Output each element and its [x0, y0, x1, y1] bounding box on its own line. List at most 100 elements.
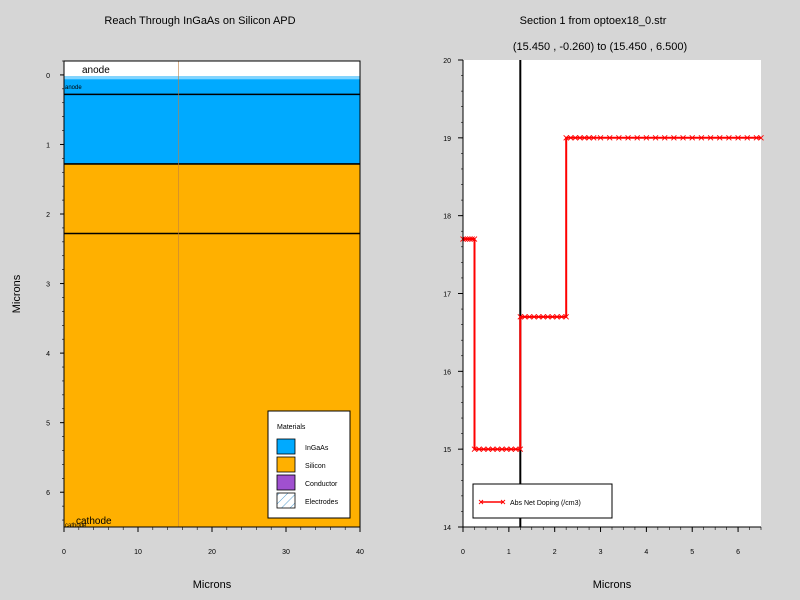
data-point	[464, 236, 471, 242]
data-point	[544, 314, 551, 320]
data-point	[503, 446, 510, 452]
data-point	[586, 135, 592, 141]
doping-ytick-label-20: 20	[443, 58, 451, 65]
anode-contact-strip	[64, 76, 360, 80]
data-point	[476, 446, 482, 452]
structure-xtick-label-40: 40	[356, 549, 364, 556]
data-point	[661, 135, 668, 141]
data-point	[471, 446, 478, 452]
structure-ytick-label-3: 3	[46, 282, 50, 289]
doping-ytick-label-18: 18	[443, 214, 451, 221]
series-line-0	[463, 136, 761, 451]
structure-ytick-label-2: 2	[46, 212, 50, 219]
data-point	[563, 135, 569, 141]
data-point	[469, 236, 475, 242]
data-point	[489, 446, 496, 452]
data-point	[462, 236, 469, 242]
data-point	[572, 135, 579, 141]
data-point	[558, 314, 565, 320]
doping-xtick-label-6: 6	[736, 549, 740, 556]
data-point	[753, 135, 760, 141]
data-point	[549, 314, 556, 320]
region-ingaas-1	[64, 76, 360, 95]
data-point	[735, 135, 741, 141]
doping-xtick-label-0: 0	[461, 549, 465, 556]
data-point	[716, 135, 723, 141]
data-point	[758, 135, 764, 141]
doping-series	[460, 135, 764, 452]
doping-ytick-label-16: 16	[443, 369, 451, 376]
data-point	[567, 135, 574, 141]
structure-xtick-label-30: 30	[282, 549, 290, 556]
doping-legend-label: Abs Net Doping (/cm3)	[510, 500, 581, 507]
doping-legend-marker-left	[478, 499, 484, 505]
doping-xtick-label-4: 4	[644, 549, 648, 556]
data-point	[563, 314, 569, 320]
legend-swatch-silicon	[276, 456, 296, 473]
doping-axes: 14 15 16 17 18 19 20 0 1 2 3 4 5 6	[443, 58, 762, 556]
doping-legend-box	[472, 483, 613, 519]
data-point	[698, 135, 705, 141]
region-conductor-0	[64, 61, 360, 77]
structure-title: Reach Through InGaAs on Silicon APD	[104, 15, 295, 27]
legend-swatch-conductor	[276, 474, 296, 491]
doping-legend: Abs Net Doping (/cm3)	[472, 483, 613, 519]
materials-legend: Materials InGaAs Silicon Conductor Electrod…	[267, 410, 351, 519]
data-point	[707, 135, 714, 141]
data-point	[508, 446, 514, 452]
data-point	[616, 135, 622, 141]
region-silicon-3	[64, 163, 360, 234]
data-point	[554, 314, 560, 320]
data-point	[517, 314, 524, 320]
structure-xtick-label-10: 10	[134, 549, 142, 556]
electrode-label-1: anode	[65, 85, 82, 91]
doping-xtick-label-3: 3	[599, 549, 603, 556]
doping-xtick-label-5: 5	[690, 549, 694, 556]
data-point	[671, 135, 677, 141]
structure-ylabel: Microns	[11, 274, 23, 313]
doping-ytick-label-15: 15	[443, 447, 451, 454]
data-point	[744, 135, 751, 141]
doping-legend-marker-right	[500, 499, 506, 505]
data-point	[652, 135, 659, 141]
data-point	[577, 135, 583, 141]
data-point	[680, 135, 686, 141]
electrode-label-0: anode	[82, 65, 110, 76]
electrode-label-3: cathode	[65, 523, 87, 529]
doping-subtitle: (15.450 , -0.260) to (15.450 , 6.500)	[513, 41, 687, 53]
doping-ytick-label-14: 14	[443, 525, 451, 532]
electrode-label-2: cathode	[76, 516, 112, 527]
data-point	[540, 314, 547, 320]
structure-axes: 0 1 2 3 4 5 6 0 10 20 30 40	[46, 60, 364, 556]
structure-xtick-label-20: 20	[208, 549, 216, 556]
doping-plot-area	[463, 60, 761, 527]
legend-label-electrodes: Electrodes	[305, 499, 339, 506]
doping-ytick-label-19: 19	[443, 136, 451, 143]
doping-title: Section 1 from optoex18_0.str	[520, 15, 667, 27]
doping-plot: Section 1 from optoex18_0.str (15.450 , …	[443, 15, 764, 591]
data-point	[689, 135, 696, 141]
data-point	[471, 236, 478, 242]
region-ingaas-2	[64, 94, 360, 164]
legend-label-conductor: Conductor	[305, 481, 338, 488]
structure-ytick-label-4: 4	[46, 351, 50, 358]
data-point	[581, 135, 588, 141]
legend-swatch-ingaas	[276, 438, 296, 455]
data-point	[480, 446, 487, 452]
structure-xtick-label-0: 0	[62, 549, 66, 556]
doping-xlabel: Microns	[593, 579, 632, 591]
data-point	[467, 236, 473, 242]
data-point	[590, 135, 597, 141]
structure-xlabel: Microns	[193, 579, 232, 591]
materials-legend-title: Materials	[277, 424, 306, 431]
structure-ytick-label-0: 0	[46, 73, 50, 80]
data-point	[531, 314, 537, 320]
data-point	[726, 135, 732, 141]
data-point	[643, 135, 650, 141]
materials-legend-items: InGaAs Silicon Conductor Electrodes	[276, 438, 339, 509]
data-point	[606, 135, 613, 141]
structure-ytick-label-1: 1	[46, 142, 50, 149]
data-point	[485, 446, 492, 452]
data-point	[634, 135, 641, 141]
